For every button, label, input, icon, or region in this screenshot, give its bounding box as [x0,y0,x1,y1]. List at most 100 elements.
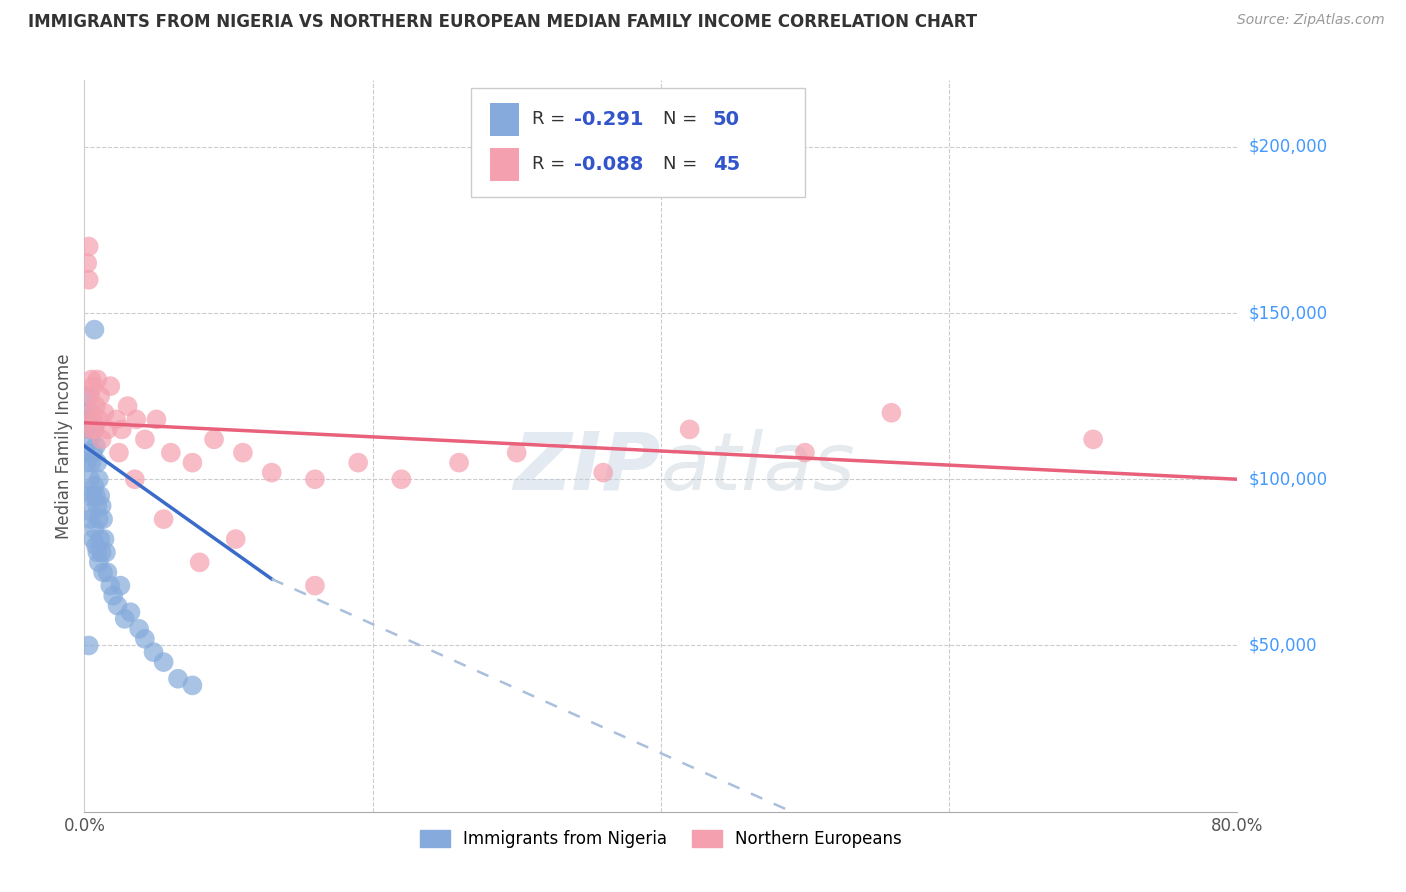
Point [79,433,101,447]
Point [90,545,112,559]
Point [83,323,105,337]
Text: -0.291: -0.291 [575,110,644,128]
Point [82,445,104,459]
Point [98,379,121,393]
Point [79,472,101,486]
Text: R =: R = [531,110,571,128]
Text: R =: R = [531,155,571,173]
Point [108,445,131,459]
Point [260,466,283,480]
Text: 50: 50 [713,110,740,128]
Point [120,605,142,619]
Point [188,555,211,569]
Point [83,522,105,536]
Point [105,412,128,426]
Point [111,422,134,436]
Point [79,389,101,403]
Point [82,412,104,426]
Point [80,406,103,420]
Point [84,439,107,453]
Point [77,639,100,653]
Bar [491,148,519,181]
FancyBboxPatch shape [471,87,806,197]
Point [84,399,107,413]
Text: atlas: atlas [661,429,856,507]
Point [89,389,111,403]
Point [87,472,110,486]
Point [304,579,326,593]
Text: N =: N = [664,110,703,128]
Point [84,489,107,503]
Point [134,433,156,447]
Point [79,512,101,526]
Point [87,412,110,426]
Point [75,445,97,459]
Point [83,479,105,493]
Point [181,678,204,692]
Point [87,555,110,569]
Bar [491,103,519,136]
Point [160,445,183,459]
Point [167,672,190,686]
Point [202,433,225,447]
Point [77,422,100,436]
Point [77,406,100,420]
Point [96,566,118,580]
Point [77,239,100,253]
Point [225,532,247,546]
Point [880,406,903,420]
Point [82,379,104,393]
Point [90,499,112,513]
Point [80,456,103,470]
Point [86,545,108,559]
Point [142,645,165,659]
Point [93,406,115,420]
Point [84,539,107,553]
Point [1083,433,1105,447]
Point [128,622,150,636]
Point [145,412,167,426]
Point [117,399,139,413]
Text: N =: N = [664,155,703,173]
Point [80,412,103,426]
Point [125,412,148,426]
Point [76,256,98,270]
Point [347,456,370,470]
Point [83,422,105,436]
Text: 45: 45 [713,155,740,174]
Point [506,445,529,459]
Point [90,433,112,447]
Point [152,655,174,669]
Point [124,472,146,486]
Point [592,466,614,480]
Point [80,506,103,520]
Point [86,456,108,470]
Point [91,512,114,526]
Point [107,599,129,613]
Point [98,579,121,593]
Point [77,489,100,503]
Point [449,456,471,470]
Point [82,532,104,546]
Point [152,512,174,526]
Legend: Immigrants from Nigeria, Northern Europeans: Immigrants from Nigeria, Northern Europe… [413,823,908,855]
Point [76,389,98,403]
Point [91,566,114,580]
Point [794,445,817,459]
Text: Source: ZipAtlas.com: Source: ZipAtlas.com [1237,13,1385,28]
Point [86,372,108,386]
Text: $100,000: $100,000 [1249,470,1327,488]
Point [80,372,103,386]
Point [94,545,117,559]
Point [79,422,101,436]
Text: -0.088: -0.088 [575,155,644,174]
Point [83,422,105,436]
Text: IMMIGRANTS FROM NIGERIA VS NORTHERN EUROPEAN MEDIAN FAMILY INCOME CORRELATION CH: IMMIGRANTS FROM NIGERIA VS NORTHERN EURO… [28,13,977,31]
Text: $200,000: $200,000 [1249,137,1327,156]
Text: $50,000: $50,000 [1249,637,1317,655]
Point [89,489,111,503]
Text: ZIP: ZIP [513,429,661,507]
Point [103,589,124,603]
Point [134,632,156,646]
Point [93,532,115,546]
